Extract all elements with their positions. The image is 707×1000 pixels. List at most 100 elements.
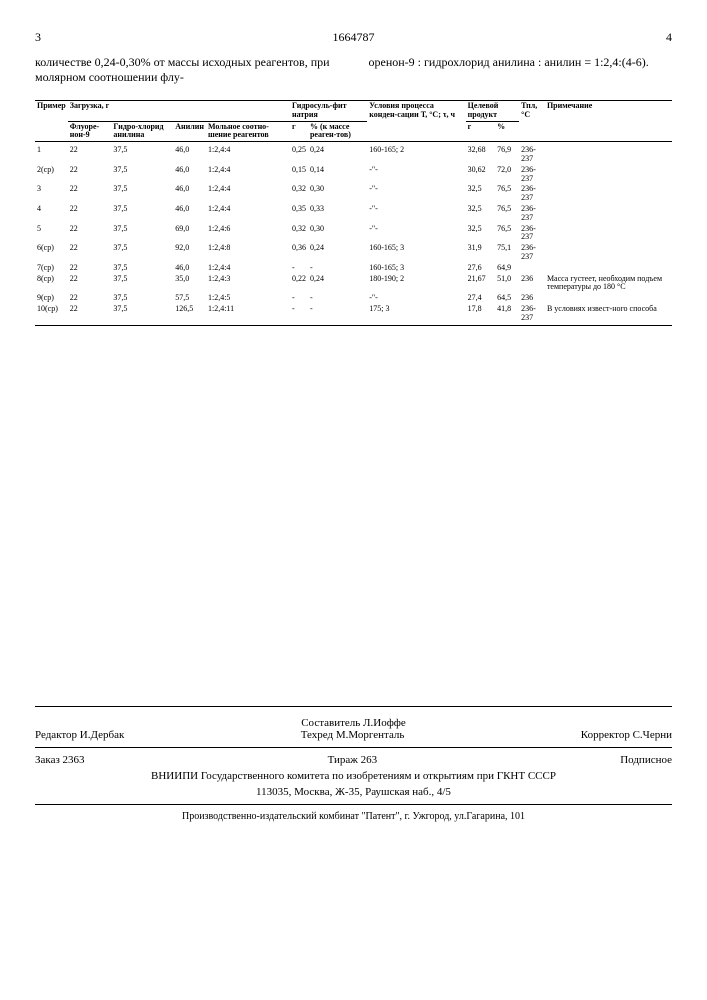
cell-a: 126,5	[173, 304, 206, 324]
col-pct2: %	[495, 121, 519, 142]
cell-gp: -	[308, 263, 367, 274]
cell-f: 22	[68, 224, 112, 244]
cell-n: 4	[35, 204, 68, 224]
cell-u: -"-	[367, 184, 465, 204]
cell-cg: 30,62	[466, 165, 495, 185]
cell-u: -"-	[367, 204, 465, 224]
cell-n: 6(ср)	[35, 243, 68, 263]
cell-note	[545, 243, 672, 263]
intro-text: количестве 0,24-0,30% от массы исходных …	[35, 55, 672, 85]
cell-gs: 0,15	[290, 165, 308, 185]
cell-a: 46,0	[173, 263, 206, 274]
cell-gs: -	[290, 304, 308, 324]
cell-a: 35,0	[173, 274, 206, 294]
cell-gs: 0,32	[290, 224, 308, 244]
col-g2: г	[466, 121, 495, 142]
cell-u: 180-190; 2	[367, 274, 465, 294]
cell-a: 46,0	[173, 142, 206, 165]
col-zagruzka: Загрузка, г	[68, 101, 290, 122]
cell-h: 37,5	[111, 165, 173, 185]
footer-addr: 113035, Москва, Ж-35, Раушская наб., 4/5	[35, 786, 672, 798]
col-tpl: Тпл, °С	[519, 101, 545, 142]
cell-gp: 0,24	[308, 243, 367, 263]
cell-h: 37,5	[111, 184, 173, 204]
cell-u: -"-	[367, 224, 465, 244]
cell-a: 46,0	[173, 204, 206, 224]
cell-note	[545, 224, 672, 244]
cell-gs: 0,35	[290, 204, 308, 224]
cell-cg: 17,8	[466, 304, 495, 324]
cell-tp	[519, 263, 545, 274]
cell-note	[545, 165, 672, 185]
cell-f: 22	[68, 204, 112, 224]
cell-m: 1:2,4:4	[206, 204, 290, 224]
cell-gp: 0,14	[308, 165, 367, 185]
cell-n: 3	[35, 184, 68, 204]
footer-tehred: Техред М.Моргенталь	[301, 729, 405, 741]
col-celevoy: Целевой продукт	[466, 101, 519, 122]
cell-n: 5	[35, 224, 68, 244]
cell-n: 10(ср)	[35, 304, 68, 324]
cell-gp: 0,30	[308, 184, 367, 204]
cell-gp: -	[308, 304, 367, 324]
document-number: 1664787	[333, 30, 375, 45]
cell-cg: 32,5	[466, 204, 495, 224]
page-number-right: 4	[666, 30, 672, 45]
footer-korrektor: Корректор С.Черни	[581, 729, 672, 741]
table-row: 9(ср)2237,557,51:2,4:5---"-27,464,5236	[35, 293, 672, 304]
col-fluorenon: Флуоре-нон-9	[68, 121, 112, 142]
cell-cp: 51,0	[495, 274, 519, 294]
cell-note	[545, 263, 672, 274]
cell-gp: -	[308, 293, 367, 304]
footer-zakaz: Заказ 2363	[35, 754, 85, 766]
cell-f: 22	[68, 274, 112, 294]
table-row: 10(ср)2237,5126,51:2,4:11--175; 317,841,…	[35, 304, 672, 324]
table-row: 12237,546,01:2,4:40,250,24160-165; 232,6…	[35, 142, 672, 165]
cell-gp: 0,24	[308, 142, 367, 165]
cell-cp: 76,5	[495, 204, 519, 224]
cell-a: 92,0	[173, 243, 206, 263]
cell-gs: 0,32	[290, 184, 308, 204]
cell-cp: 72,0	[495, 165, 519, 185]
table-row: 42237,546,01:2,4:40,350,33-"-32,576,5236…	[35, 204, 672, 224]
footer-podpisnoe: Подписное	[620, 754, 672, 766]
cell-tp: 236-237	[519, 204, 545, 224]
cell-gp: 0,30	[308, 224, 367, 244]
cell-cp: 41,8	[495, 304, 519, 324]
cell-m: 1:2,4:4	[206, 263, 290, 274]
page-number-left: 3	[35, 30, 41, 45]
col-prim: Примечание	[545, 101, 672, 142]
cell-tp: 236-237	[519, 165, 545, 185]
cell-note	[545, 184, 672, 204]
intro-left: количестве 0,24-0,30% от массы исходных …	[35, 55, 339, 85]
cell-f: 22	[68, 165, 112, 185]
page-header: 3 1664787 4	[35, 30, 672, 45]
cell-a: 57,5	[173, 293, 206, 304]
cell-cg: 32,5	[466, 184, 495, 204]
cell-tp: 236-237	[519, 243, 545, 263]
cell-cg: 21,67	[466, 274, 495, 294]
footer-tirazh: Тираж 263	[328, 754, 378, 766]
cell-h: 37,5	[111, 274, 173, 294]
cell-cp: 75,1	[495, 243, 519, 263]
cell-note	[545, 142, 672, 165]
cell-u: -"-	[367, 165, 465, 185]
col-pct: % (к массе реаген-тов)	[308, 121, 367, 142]
cell-a: 69,0	[173, 224, 206, 244]
cell-gp: 0,33	[308, 204, 367, 224]
cell-h: 37,5	[111, 204, 173, 224]
cell-note	[545, 293, 672, 304]
cell-gs: 0,36	[290, 243, 308, 263]
cell-u: 175; 3	[367, 304, 465, 324]
cell-cp: 64,5	[495, 293, 519, 304]
footer-redaktor: Редактор И.Дербак	[35, 729, 124, 741]
cell-tp: 236-237	[519, 224, 545, 244]
cell-f: 22	[68, 142, 112, 165]
footer: Составитель Л.Иоффе Редактор И.Дербак Те…	[35, 706, 672, 822]
cell-cg: 31,9	[466, 243, 495, 263]
cell-cg: 32,5	[466, 224, 495, 244]
cell-m: 1:2,4:4	[206, 184, 290, 204]
cell-gs: -	[290, 293, 308, 304]
cell-tp: 236	[519, 293, 545, 304]
cell-cg: 27,6	[466, 263, 495, 274]
